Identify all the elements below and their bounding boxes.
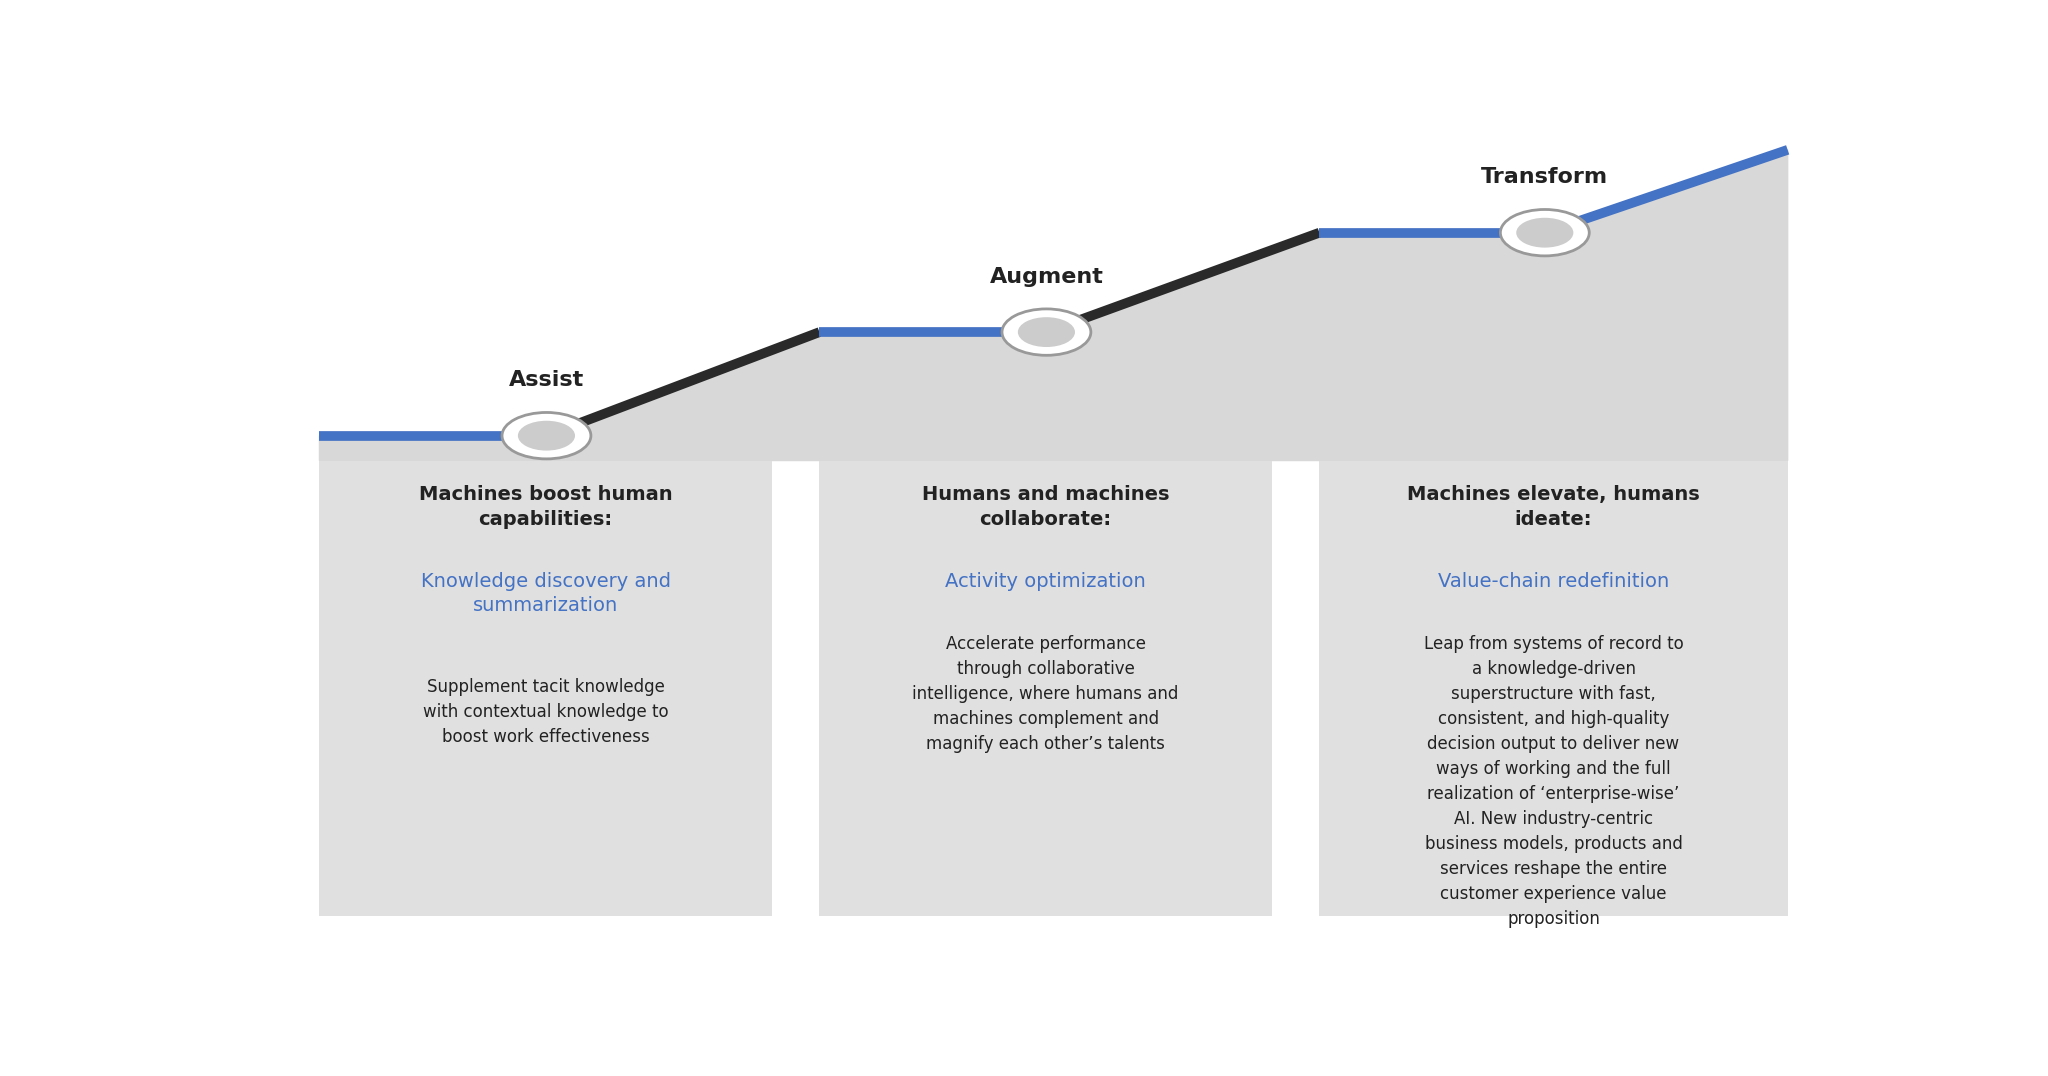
Text: Machines boost human
capabilities:: Machines boost human capabilities: (420, 485, 672, 528)
Polygon shape (1319, 150, 1788, 461)
Circle shape (1001, 309, 1092, 355)
Text: Value-chain redefinition: Value-chain redefinition (1438, 571, 1669, 591)
Circle shape (1018, 317, 1075, 348)
Text: Humans and machines
collaborate:: Humans and machines collaborate: (922, 485, 1169, 528)
Text: Augment: Augment (989, 267, 1104, 286)
Text: Assist: Assist (508, 370, 584, 391)
Circle shape (1516, 217, 1573, 247)
Text: Leap from systems of record to
a knowledge-driven
superstructure with fast,
cons: Leap from systems of record to a knowled… (1423, 635, 1683, 929)
Circle shape (1501, 210, 1589, 256)
Circle shape (518, 421, 575, 451)
Text: Accelerate performance
through collaborative
intelligence, where humans and
mach: Accelerate performance through collabora… (913, 635, 1180, 753)
Text: Transform: Transform (1481, 167, 1608, 187)
Text: Supplement tacit knowledge
with contextual knowledge to
boost work effectiveness: Supplement tacit knowledge with contextu… (422, 679, 668, 747)
FancyBboxPatch shape (319, 461, 772, 917)
Text: Machines elevate, humans
ideate:: Machines elevate, humans ideate: (1407, 485, 1700, 528)
Text: Knowledge discovery and
summarization: Knowledge discovery and summarization (420, 571, 670, 614)
Polygon shape (819, 232, 1319, 461)
Text: Activity optimization: Activity optimization (946, 571, 1147, 591)
FancyBboxPatch shape (1319, 461, 1788, 917)
FancyBboxPatch shape (819, 461, 1272, 917)
Polygon shape (319, 332, 819, 461)
Circle shape (502, 412, 592, 458)
